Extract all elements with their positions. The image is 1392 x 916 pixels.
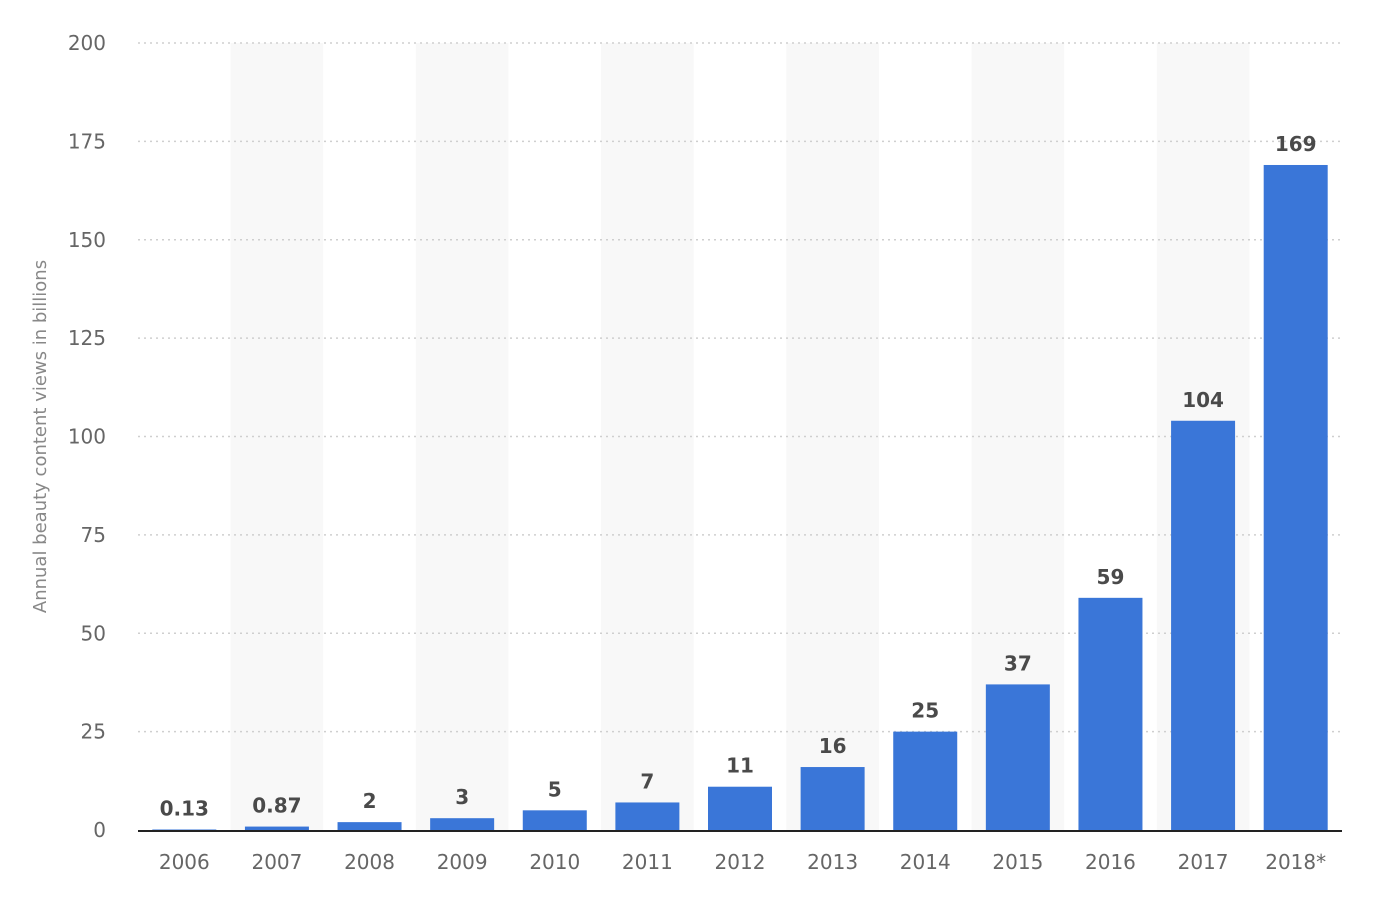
data-label: 3 — [455, 785, 469, 809]
bar-2006 — [152, 829, 217, 830]
y-tick-label: 175 — [68, 129, 106, 153]
data-label: 0.13 — [160, 796, 209, 820]
bar-2014 — [893, 731, 958, 830]
data-label: 169 — [1275, 132, 1317, 156]
bar-2016 — [1078, 597, 1143, 830]
bar-2015 — [985, 684, 1050, 830]
x-tick-label: 2014 — [900, 850, 951, 874]
x-tick-label: 2011 — [622, 850, 673, 874]
x-tick-label: 2006 — [159, 850, 210, 874]
x-tick-label: 2007 — [251, 850, 302, 874]
y-tick-label: 50 — [81, 621, 106, 645]
data-label: 59 — [1097, 565, 1125, 589]
data-label: 16 — [819, 734, 847, 758]
y-tick-label: 200 — [68, 31, 106, 55]
bars — [152, 164, 1328, 831]
y-tick-label: 100 — [68, 425, 106, 449]
x-tick-label: 2009 — [437, 850, 488, 874]
x-tick-label: 2013 — [807, 850, 858, 874]
x-tick-label: 2012 — [715, 850, 766, 874]
y-tick-label: 0 — [93, 818, 106, 842]
data-label: 11 — [726, 754, 754, 778]
y-axis-title: Annual beauty content views in billions — [30, 260, 51, 613]
bar-2008 — [337, 822, 402, 830]
data-label: 0.87 — [252, 794, 301, 818]
gridlines — [138, 42, 1342, 733]
y-tick-label: 125 — [68, 326, 106, 350]
x-tick-label: 2018* — [1265, 850, 1326, 874]
bar-2012 — [708, 786, 772, 830]
data-label: 37 — [1004, 651, 1032, 675]
x-tick-label: 2016 — [1085, 850, 1136, 874]
data-label: 7 — [640, 769, 654, 793]
data-label: 104 — [1182, 388, 1224, 412]
data-label: 2 — [363, 789, 377, 813]
data-label: 5 — [548, 777, 562, 801]
x-tick-label: 2017 — [1178, 850, 1229, 874]
bar-2018 — [1263, 164, 1328, 831]
bar-2010 — [522, 810, 587, 830]
data-label: 25 — [911, 699, 939, 723]
y-axis-ticks: 0 25 50 75 100 125 150 175 200 — [68, 31, 106, 842]
bar-2017 — [1171, 420, 1236, 830]
data-labels: 0.13 0.87 2 3 5 7 11 16 25 37 59 104 169 — [160, 132, 1317, 821]
x-tick-label: 2008 — [344, 850, 395, 874]
y-tick-label: 150 — [68, 228, 106, 252]
x-axis-ticks: 2006 2007 2008 2009 2010 2011 2012 2013 2014 2015… — [159, 850, 1326, 874]
bar-2011 — [615, 802, 680, 830]
x-tick-label: 2015 — [992, 850, 1043, 874]
bar-2009 — [430, 818, 495, 830]
y-tick-label: 75 — [81, 523, 106, 547]
x-tick-label: 2010 — [529, 850, 580, 874]
column-band — [786, 43, 879, 830]
bar-2013 — [800, 767, 865, 830]
bar-2007 — [244, 826, 309, 830]
y-tick-label: 25 — [81, 720, 106, 744]
